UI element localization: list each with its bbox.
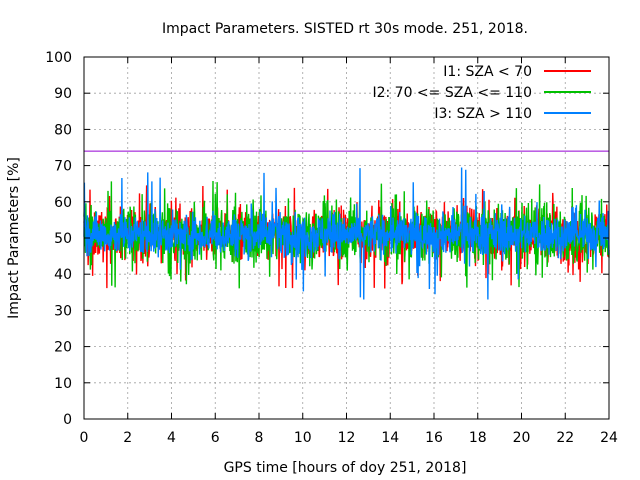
x-tick-label: 18 bbox=[469, 430, 487, 446]
y-tick-label: 90 bbox=[54, 86, 72, 102]
series-line-3 bbox=[83, 167, 610, 300]
x-tick-label: 22 bbox=[556, 430, 574, 446]
x-tick-label: 8 bbox=[255, 430, 264, 446]
y-tick-label: 30 bbox=[54, 303, 72, 319]
y-tick-label: 0 bbox=[63, 412, 72, 428]
axis-ticks: 0 2 4 6 8 10 12 14 16 18 20 22 240102030405060708090… bbox=[45, 50, 618, 446]
legend-label-2: I2: 70 <= SZA <= 110 bbox=[372, 85, 532, 101]
y-tick-label: 50 bbox=[54, 231, 72, 247]
legend-label-3: I3: SZA > 110 bbox=[434, 106, 532, 122]
chart-title: Impact Parameters. SISTED rt 30s mode. 2… bbox=[162, 21, 528, 37]
y-axis-label: Impact Parameters [%] bbox=[6, 157, 22, 319]
y-tick-label: 20 bbox=[54, 340, 72, 356]
x-tick-label: 0 bbox=[80, 430, 89, 446]
x-tick-label: 10 bbox=[294, 430, 312, 446]
y-tick-label: 10 bbox=[54, 376, 72, 392]
x-tick-label: 24 bbox=[600, 430, 618, 446]
y-tick-label: 100 bbox=[45, 50, 72, 66]
x-tick-label: 6 bbox=[211, 430, 220, 446]
x-tick-label: 20 bbox=[513, 430, 531, 446]
x-tick-label: 12 bbox=[338, 430, 356, 446]
data-series bbox=[83, 167, 610, 300]
legend: I1: SZA < 70 I2: 70 <= SZA <= 110 I3: SZA … bbox=[372, 64, 591, 122]
x-axis-label: GPS time [hours of doy 251, 2018] bbox=[224, 460, 467, 476]
y-tick-label: 60 bbox=[54, 195, 72, 211]
y-tick-label: 40 bbox=[54, 267, 72, 283]
y-tick-label: 80 bbox=[54, 122, 72, 138]
x-tick-label: 16 bbox=[425, 430, 443, 446]
x-tick-label: 2 bbox=[123, 430, 132, 446]
x-tick-label: 14 bbox=[381, 430, 399, 446]
x-tick-label: 4 bbox=[167, 430, 176, 446]
y-tick-label: 70 bbox=[54, 159, 72, 175]
legend-label-1: I1: SZA < 70 bbox=[443, 64, 532, 80]
